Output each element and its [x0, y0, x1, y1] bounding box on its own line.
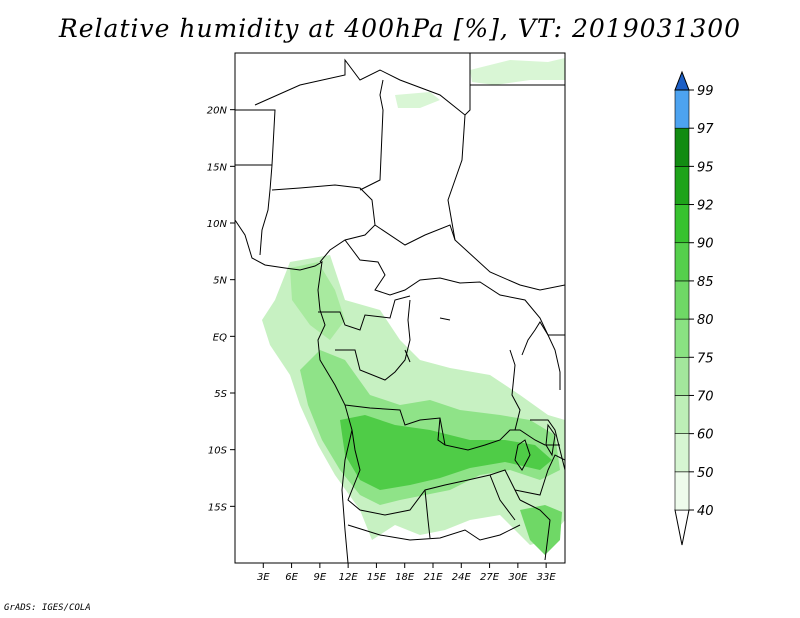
- colorbar-box: [674, 433, 690, 473]
- map-title: Relative humidity at 400hPa [%], VT: 201…: [58, 14, 742, 43]
- colorbar-box: [674, 127, 690, 167]
- colorbar-box: [674, 166, 690, 205]
- colorbar-label: 90: [697, 237, 714, 252]
- colorbar-label: 40: [697, 504, 714, 519]
- lon-label: 12E: [339, 572, 359, 583]
- humidity-region-top: [470, 58, 565, 85]
- country-borders: [235, 53, 565, 563]
- credit-text: GrADS: IGES/COLA: [4, 603, 91, 613]
- colorbar-box: [674, 471, 690, 511]
- colorbar-label: 85: [697, 275, 714, 290]
- lon-label: 30E: [508, 572, 528, 583]
- lon-label: 9E: [314, 572, 327, 583]
- colorbar-label: 99: [697, 84, 714, 99]
- lat-label: 10N: [207, 219, 228, 230]
- lon-label: 27E: [480, 572, 500, 583]
- longitude-axis: 3E 6E 9E 12E 15E 18E 21E 24E 27E 30E 33E: [257, 563, 556, 583]
- colorbar-label: 97: [697, 122, 714, 137]
- map-frame: [234, 52, 566, 564]
- colorbar-box: [674, 204, 690, 244]
- latitude-axis: 20N 15N 10N 5N EQ 5S 10S 15S: [207, 106, 235, 513]
- colorbar-box: [674, 242, 690, 282]
- map-figure: 20N 15N 10N 5N EQ 5S 10S 15S 3E 6E 9E 12E 15E 18E 21E…: [207, 52, 714, 583]
- colorbar-box: [674, 395, 690, 434]
- lon-label: 33E: [537, 572, 557, 583]
- lat-label: EQ: [213, 332, 227, 343]
- colorbar-label: 50: [697, 466, 714, 481]
- lon-label: 21E: [423, 572, 443, 583]
- colorbar: 40 50 60 70 75 80 85 90 92 95 97 99: [674, 70, 714, 546]
- colorbar-box: [674, 356, 690, 396]
- lat-label: 10S: [208, 446, 228, 457]
- lon-label: 3E: [257, 572, 270, 583]
- lat-label: 5S: [214, 389, 227, 400]
- colorbar-label: 60: [697, 428, 714, 443]
- lon-label: 6E: [285, 572, 298, 583]
- colorbar-extend-low: [674, 509, 690, 546]
- humidity-region-southeast: [520, 505, 562, 555]
- humidity-region-medium-north: [290, 262, 345, 340]
- humidity-region-top-small: [395, 92, 440, 108]
- humidity-region-dark: [340, 415, 552, 490]
- lat-label: 15N: [207, 162, 228, 173]
- lat-label: 15S: [208, 502, 228, 513]
- colorbar-box: [674, 318, 690, 358]
- lon-label: 18E: [395, 572, 415, 583]
- colorbar-label: 70: [697, 389, 714, 404]
- colorbar-label: 75: [697, 351, 714, 366]
- humidity-shading: [262, 58, 565, 555]
- lon-label: 24E: [452, 572, 472, 583]
- colorbar-label: 92: [697, 199, 714, 214]
- colorbar-box: [674, 280, 690, 320]
- lon-label: 15E: [367, 572, 387, 583]
- colorbar-extend-high: [674, 70, 690, 91]
- colorbar-label: 95: [697, 160, 714, 175]
- colorbar-label: 80: [697, 313, 714, 328]
- lat-label: 20N: [207, 106, 228, 117]
- colorbar-box: [674, 89, 690, 129]
- lat-label: 5N: [213, 276, 227, 287]
